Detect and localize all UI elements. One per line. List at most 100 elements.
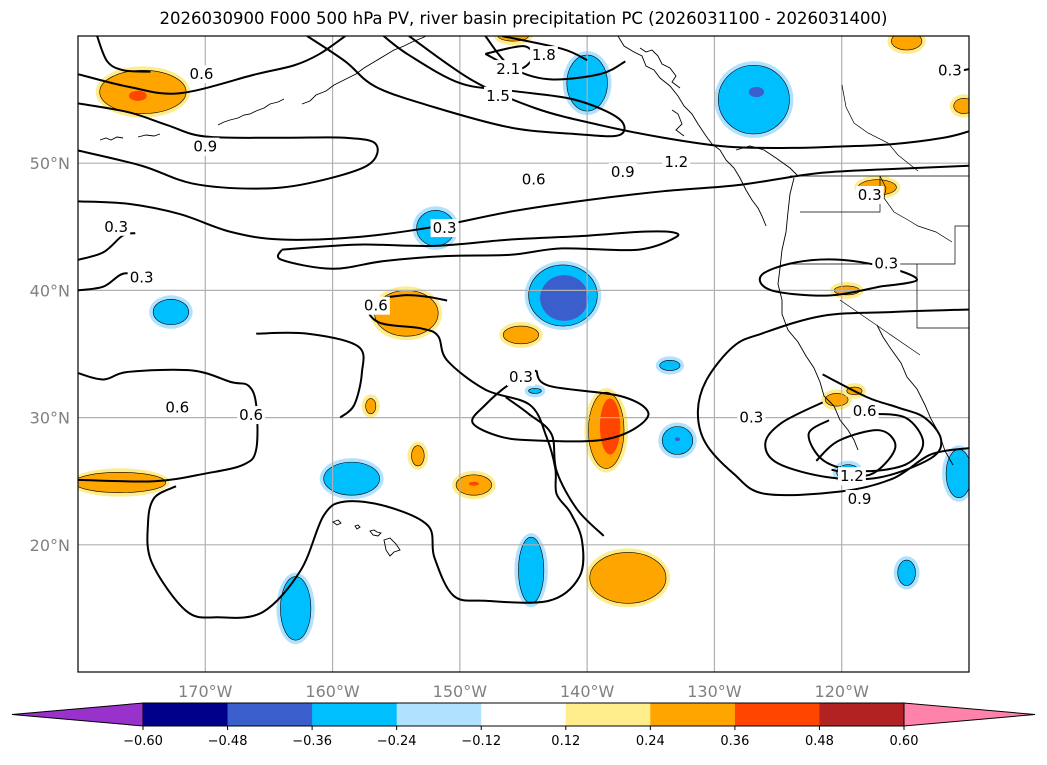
contour-label-bg [361, 296, 390, 315]
contour-label-bg [102, 217, 131, 236]
precip-fill-region [953, 98, 969, 114]
contour-label-bg [506, 367, 535, 386]
colorbar-tick-label: −0.12 [461, 734, 501, 749]
border-nv-az [916, 264, 969, 329]
contour-label: 0.6 [190, 65, 214, 83]
coastline-islands-south [671, 109, 685, 137]
coastline-hawaii-oahu [354, 524, 361, 530]
precip-fill-region [468, 481, 479, 486]
coastline-hawaii-kauai [332, 519, 342, 526]
coastline-islands-north [639, 47, 681, 89]
lat-tick-label: 50°N [30, 154, 70, 173]
contour-label-bg [850, 402, 879, 421]
coastline-alaska-peninsula [301, 36, 428, 105]
precip-fill-region [659, 360, 681, 371]
contour-label: 0.6 [239, 406, 263, 424]
precip-fill-region [717, 64, 790, 135]
contour-label-bg [935, 61, 964, 80]
colorbar-tick-label: 0.60 [890, 734, 919, 749]
colorbar-segment [481, 703, 567, 726]
colorbar-segment [819, 703, 905, 726]
pv-contour-1-8 [501, 36, 588, 62]
colorbar-tick-label: −0.48 [208, 734, 248, 749]
contour-label-bg [519, 170, 548, 189]
contour-label: 2.1 [496, 60, 520, 78]
precip-fill-region [599, 398, 621, 455]
precip-fill-region [502, 325, 540, 345]
precip-fill-region [891, 36, 923, 51]
coastline-us-west [777, 177, 859, 451]
colorbar-segment [396, 703, 482, 726]
contour-label: 1.2 [840, 467, 864, 485]
colorbar-segment [227, 703, 313, 726]
pv-contour-1-2 [306, 36, 626, 138]
contour-label: 1.8 [532, 46, 556, 64]
colorbar-extend-max [903, 702, 1036, 727]
pv-contour-0-6 [146, 294, 585, 619]
colorbar-segment [312, 703, 398, 726]
contour-label: 0.3 [874, 255, 898, 273]
contour-label: 0.9 [848, 490, 872, 508]
precip-fill-region [152, 299, 190, 326]
contour-label-bg [662, 152, 691, 171]
coastline-hawaii-big-island [383, 537, 401, 557]
contour-label-bg [430, 219, 459, 238]
coastline-hawaii-maui [369, 529, 382, 537]
longitude-tick-labels: 170°W 160°W 150°W 140°W 130°W 120°W [178, 682, 869, 701]
colorbar-tick-label: 0.48 [805, 734, 834, 749]
precip-fill-region [897, 559, 916, 586]
contour-label-bg [845, 490, 874, 509]
contour-label-bg [855, 186, 884, 204]
contour-label: 0.3 [433, 219, 457, 237]
lon-tick-label: 140°W [560, 682, 615, 701]
coastline-panhandle [617, 36, 767, 227]
lon-tick-label: 150°W [433, 682, 488, 701]
latitude-tick-labels: 50°N 40°N 30°N 20°N [30, 154, 70, 555]
precip-fill-region [674, 437, 681, 442]
contour-label: 0.3 [130, 269, 154, 287]
lon-tick-label: 120°W [815, 682, 870, 701]
pv-contour-0-3 [471, 369, 650, 443]
contour-label: 0.6 [165, 398, 189, 416]
contour-label-bg [163, 398, 192, 417]
contour-label-bg [237, 406, 266, 425]
colorbar-tick-label: 0.12 [551, 734, 580, 749]
pv-contour-0-9 [78, 102, 379, 190]
pv-contour-0-3 [78, 368, 259, 483]
lat-tick-label: 30°N [30, 409, 70, 428]
precip-fill-region [365, 398, 377, 415]
colorbar-segment [650, 703, 736, 726]
lon-tick-label: 160°W [305, 682, 360, 701]
lon-tick-label: 130°W [687, 682, 742, 701]
precip-fill-region [824, 393, 849, 407]
precip-fill-region [78, 471, 167, 493]
contour-label-bg [529, 46, 558, 65]
contour-label-bg [494, 60, 523, 79]
colorbar-extend-min [11, 702, 144, 727]
border-idaho-montana [879, 175, 953, 243]
contour-label: 0.3 [858, 186, 882, 204]
precip-fill-region [540, 275, 589, 321]
precip-fill-region [748, 86, 765, 98]
coastline-aleutian-west [99, 136, 124, 141]
colorbar: −0.60 −0.48 −0.36 −0.24 −0.12 0.12 0.24 0.36 0.4… [11, 702, 1036, 749]
pv-contour-0-6 [96, 36, 151, 73]
pv-contour-0-3 [505, 396, 605, 537]
contour-label-bg [872, 254, 901, 273]
pv-contour-0-9 [807, 412, 925, 473]
contour-label-bg [127, 268, 156, 287]
pv-contour-1-5 [78, 36, 346, 95]
lat-tick-label: 20°N [30, 536, 70, 555]
coastline-aleutian-mid [137, 133, 161, 138]
colorbar-tick-label: −0.24 [377, 734, 417, 749]
pv-contour-0-6 [764, 373, 943, 481]
contour-label: 0.6 [853, 402, 877, 420]
map-frame [77, 35, 970, 673]
precip-fill-region [945, 449, 969, 499]
precip-fill-region [528, 388, 542, 394]
contour-label: 1.5 [486, 87, 510, 105]
border-ca-nv-diagonal [839, 299, 921, 356]
colorbar-segment [143, 703, 229, 726]
pv-contour-layer [78, 36, 969, 619]
